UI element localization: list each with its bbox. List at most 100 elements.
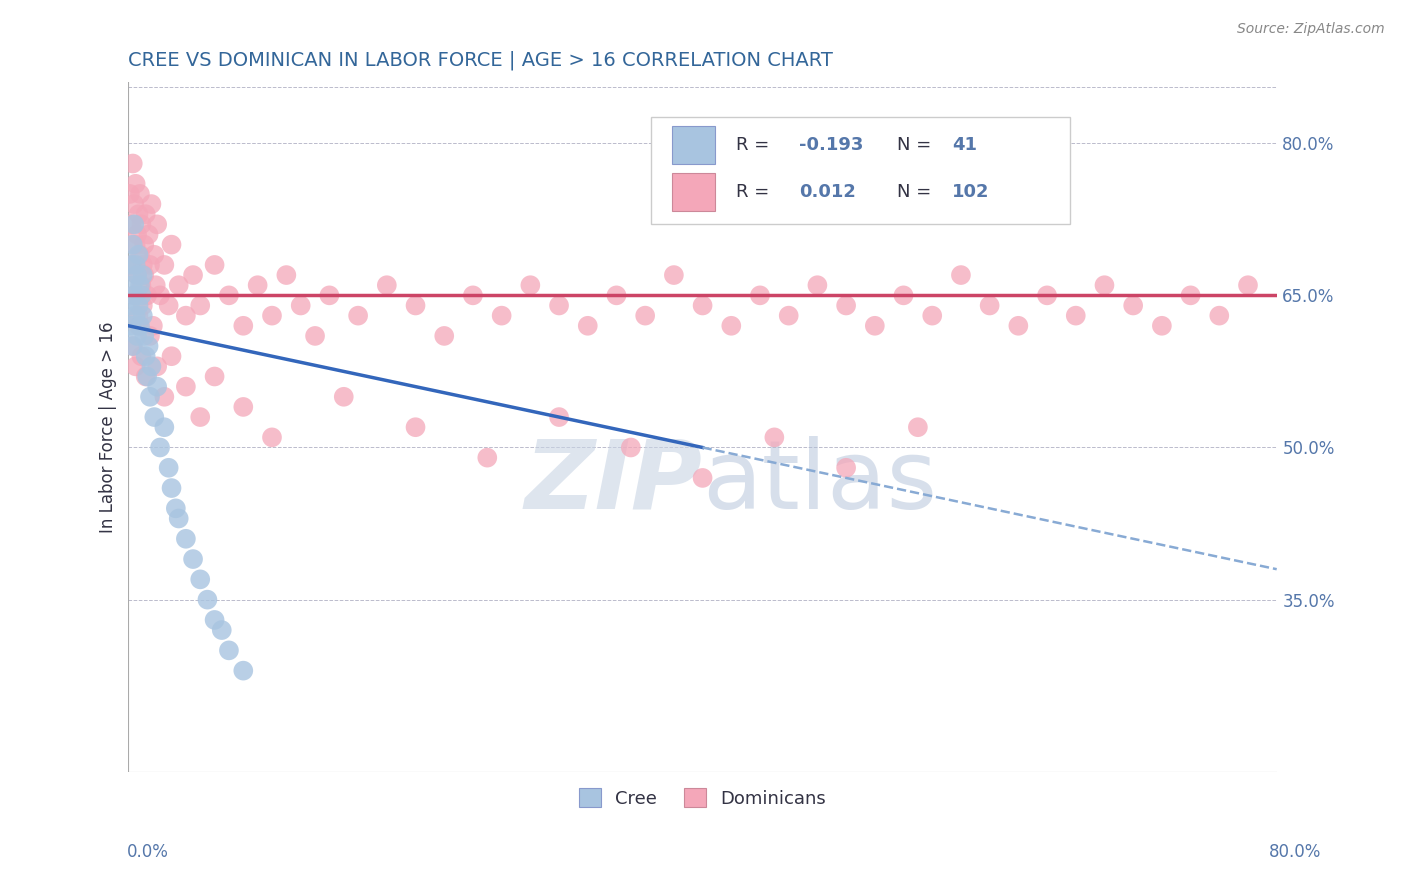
Point — [620, 441, 643, 455]
Point — [129, 278, 152, 293]
Point — [153, 420, 176, 434]
Point — [260, 309, 283, 323]
Point — [188, 298, 211, 312]
Point — [129, 318, 152, 333]
Point — [125, 268, 148, 282]
Point — [157, 460, 180, 475]
Point — [318, 288, 340, 302]
Point — [121, 339, 143, 353]
Point — [1036, 288, 1059, 302]
Point — [146, 359, 169, 374]
Bar — [672, 126, 716, 164]
Point — [139, 390, 162, 404]
Point — [124, 309, 146, 323]
Point — [160, 481, 183, 495]
Text: ZIP: ZIP — [524, 436, 703, 529]
Point — [204, 613, 226, 627]
Text: N =: N = — [897, 136, 931, 153]
Point — [125, 268, 148, 282]
Point — [332, 390, 354, 404]
Point — [347, 309, 370, 323]
Point — [1180, 288, 1202, 302]
Text: Source: ZipAtlas.com: Source: ZipAtlas.com — [1237, 22, 1385, 37]
Point — [204, 258, 226, 272]
Point — [405, 298, 427, 312]
Point — [138, 227, 160, 242]
Point — [141, 197, 163, 211]
Point — [120, 318, 142, 333]
Point — [181, 552, 204, 566]
Point — [124, 237, 146, 252]
Point — [204, 369, 226, 384]
Point — [835, 460, 858, 475]
Point — [907, 420, 929, 434]
Point — [128, 318, 150, 333]
Point — [128, 309, 150, 323]
Point — [135, 369, 157, 384]
Point — [160, 237, 183, 252]
Point — [806, 278, 828, 293]
Point — [835, 298, 858, 312]
Point — [576, 318, 599, 333]
Point — [1064, 309, 1087, 323]
Point — [129, 248, 152, 262]
Text: atlas: atlas — [703, 436, 938, 529]
Point — [121, 237, 143, 252]
Point — [197, 592, 219, 607]
Point — [118, 186, 141, 201]
Point — [139, 258, 162, 272]
Point — [135, 349, 157, 363]
Text: N =: N = — [897, 184, 931, 202]
Point — [121, 278, 143, 293]
Point — [131, 349, 153, 363]
Point — [1208, 309, 1230, 323]
Point — [921, 309, 943, 323]
Point — [120, 218, 142, 232]
Point — [121, 156, 143, 170]
Point — [122, 288, 145, 302]
Point — [131, 288, 153, 302]
Point — [131, 218, 153, 232]
FancyBboxPatch shape — [651, 117, 1070, 224]
Point — [125, 227, 148, 242]
Point — [232, 318, 254, 333]
Point — [548, 298, 571, 312]
Point — [863, 318, 886, 333]
Point — [128, 248, 150, 262]
Point — [720, 318, 742, 333]
Point — [1237, 278, 1260, 293]
Point — [122, 288, 145, 302]
Point — [153, 390, 176, 404]
Text: 102: 102 — [952, 184, 990, 202]
Point — [160, 349, 183, 363]
Point — [132, 298, 155, 312]
Point — [134, 329, 156, 343]
Point — [134, 237, 156, 252]
Point — [181, 268, 204, 282]
Point — [132, 309, 155, 323]
Point — [218, 643, 240, 657]
Point — [692, 471, 714, 485]
Point — [174, 309, 197, 323]
Point — [276, 268, 298, 282]
Point — [433, 329, 456, 343]
Point — [548, 410, 571, 425]
Point — [778, 309, 800, 323]
Point — [136, 288, 159, 302]
Point — [149, 441, 172, 455]
Point — [129, 186, 152, 201]
Point — [634, 309, 657, 323]
Point — [692, 298, 714, 312]
Legend: Cree, Dominicans: Cree, Dominicans — [572, 781, 834, 814]
Point — [120, 258, 142, 272]
Point — [165, 501, 187, 516]
Point — [260, 430, 283, 444]
Point — [1007, 318, 1029, 333]
Text: 41: 41 — [952, 136, 977, 153]
Point — [979, 298, 1001, 312]
Point — [146, 379, 169, 393]
Point — [893, 288, 915, 302]
Point — [153, 258, 176, 272]
Point — [188, 410, 211, 425]
Point — [1094, 278, 1116, 293]
